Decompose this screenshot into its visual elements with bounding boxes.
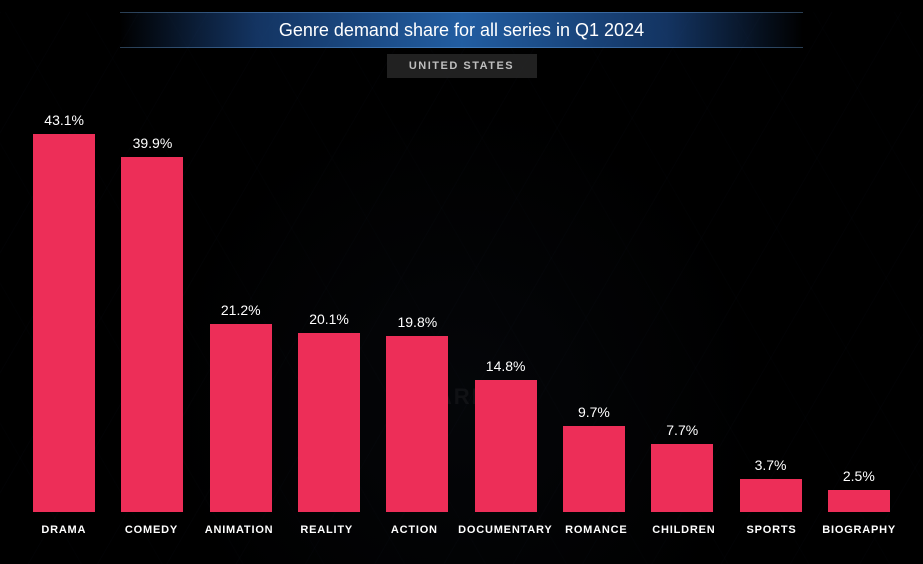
bar-value-label: 14.8% [486, 358, 526, 374]
bar-value-label: 7.7% [666, 422, 698, 438]
bar-slot: 7.7% [638, 112, 726, 512]
bar-value-label: 39.9% [133, 135, 173, 151]
bar-rect [121, 157, 183, 512]
bar-rect [33, 134, 95, 512]
bar-rect [475, 380, 537, 512]
bar-rect [298, 333, 360, 512]
bar-rect [563, 426, 625, 512]
bar-slot: 20.1% [285, 112, 373, 512]
x-axis-label: COMEDY [108, 524, 196, 536]
bar-value-label: 9.7% [578, 404, 610, 420]
bar-slot: 9.7% [550, 112, 638, 512]
bar-slot: 43.1% [20, 112, 108, 512]
subtitle-text: UNITED STATES [409, 60, 514, 72]
bar-slot: 14.8% [461, 112, 549, 512]
bar-rect [210, 324, 272, 512]
bar-value-label: 20.1% [309, 311, 349, 327]
x-axis-label: SPORTS [728, 524, 816, 536]
bar-value-label: 43.1% [44, 112, 84, 128]
bar-slot: 3.7% [726, 112, 814, 512]
title-bar: Genre demand share for all series in Q1 … [120, 12, 803, 48]
bar-slot: 2.5% [815, 112, 903, 512]
bar-rect [740, 479, 802, 512]
bar-rect [651, 444, 713, 512]
bar-value-label: 19.8% [397, 314, 437, 330]
x-axis-label: ACTION [371, 524, 459, 536]
x-axis-label: DRAMA [20, 524, 108, 536]
x-axis-label: ROMANCE [552, 524, 640, 536]
x-axis-label: BIOGRAPHY [815, 524, 903, 536]
bar-slot: 19.8% [373, 112, 461, 512]
bar-value-label: 3.7% [755, 457, 787, 473]
bar-slot: 21.2% [197, 112, 285, 512]
bar-value-label: 21.2% [221, 302, 261, 318]
bars-container: 43.1% 39.9% 21.2% 20.1% 19.8% 14.8% 9.7% 7.7% 3.… [20, 112, 903, 512]
chart-area: PARROT 43.1%39.9%21.2%20.1%19.8%14.8%9.7… [20, 112, 903, 544]
subtitle-badge: UNITED STATES [387, 54, 537, 78]
x-axis-label: REALITY [283, 524, 371, 536]
bar-rect [386, 336, 448, 512]
x-axis-label: CHILDREN [640, 524, 728, 536]
bar-rect [828, 490, 890, 512]
x-axis-label: DOCUMENTARY [458, 524, 552, 536]
x-axis-labels: DRAMACOMEDYANIMATIONREALITYACTIONDOCUMEN… [20, 516, 903, 544]
chart-title: Genre demand share for all series in Q1 … [279, 20, 644, 41]
x-axis-label: ANIMATION [195, 524, 283, 536]
bar-value-label: 2.5% [843, 468, 875, 484]
bar-slot: 39.9% [108, 112, 196, 512]
